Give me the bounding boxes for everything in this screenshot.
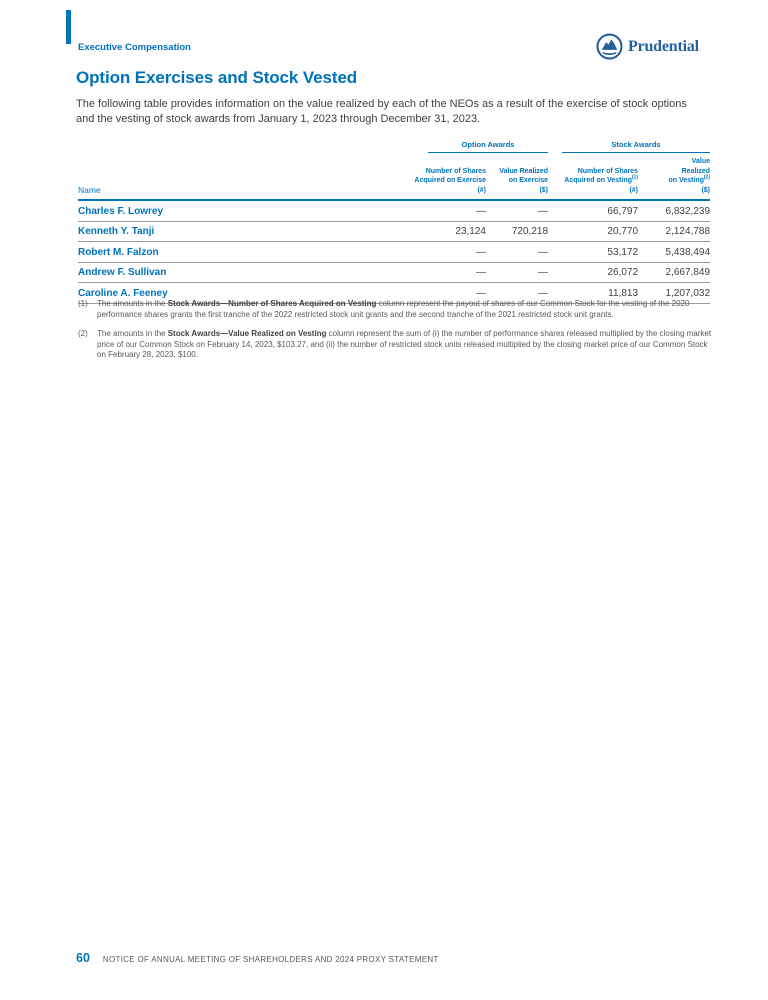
column-header-name: Name: [78, 153, 410, 201]
cell-value: —: [486, 282, 549, 304]
prudential-logo: Prudential: [596, 33, 699, 60]
group-header-stock-awards: Stock Awards: [562, 140, 711, 153]
table-row: Robert M. Falzon — — 53,172 5,438,494: [78, 241, 711, 263]
footnote-marker: (1): [78, 299, 88, 308]
cell-value: —: [486, 200, 549, 222]
table-row: Andrew F. Sullivan — — 26,072 2,667,849: [78, 262, 711, 283]
footnote-ref-2: (2): [703, 174, 711, 181]
column-header-value-exercise: Value Realized on Exercise ($): [486, 153, 549, 201]
footnote-marker: (2): [78, 329, 88, 338]
cell-value: 20,770: [548, 221, 639, 242]
section-label: Executive Compensation: [78, 42, 191, 53]
footnotes: (1) The amounts in the Stock Awards—Numb…: [78, 299, 714, 370]
cell-value: —: [410, 200, 486, 222]
cell-value: 5,438,494: [638, 241, 711, 263]
section-accent-bar: [66, 10, 71, 44]
option-exercises-table: Option Awards Stock Awards Name Number o…: [78, 140, 711, 304]
column-header-value-vesting: Value Realized on Vesting(2) ($): [638, 153, 711, 201]
cell-value: 26,072: [548, 262, 639, 283]
cell-value: 11,813: [548, 282, 639, 304]
table-row: Caroline A. Feeney — — 11,813 1,207,032: [78, 282, 711, 304]
cell-value: 2,124,788: [638, 221, 711, 242]
page-footer: 60 NOTICE OF ANNUAL MEETING OF SHAREHOLD…: [76, 951, 439, 965]
logo-wordmark: Prudential: [628, 37, 699, 55]
row-name: Robert M. Falzon: [78, 241, 410, 263]
cell-value: 6,832,239: [638, 200, 711, 222]
footnote-1: (1) The amounts in the Stock Awards—Numb…: [78, 299, 714, 320]
page-number: 60: [76, 951, 90, 965]
page-title: Option Exercises and Stock Vested: [76, 68, 358, 87]
cell-value: —: [410, 241, 486, 263]
row-name: Caroline A. Feeney: [78, 282, 410, 304]
row-name: Charles F. Lowrey: [78, 200, 410, 222]
footnote-text: The amounts in the Stock Awards—Number o…: [97, 299, 690, 319]
option-exercises-table-wrap: Option Awards Stock Awards Name Number o…: [78, 140, 711, 304]
group-header-option-awards: Option Awards: [428, 140, 549, 153]
intro-paragraph: The following table provides information…: [76, 97, 724, 127]
column-header-row: Name Number of Shares Acquired on Exerci…: [78, 153, 711, 201]
table-row: Charles F. Lowrey — — 66,797 6,832,239: [78, 200, 711, 222]
cell-value: —: [486, 241, 549, 263]
footnote-text: The amounts in the Stock Awards—Value Re…: [97, 329, 712, 359]
cell-value: 66,797: [548, 200, 639, 222]
cell-value: —: [410, 282, 486, 304]
cell-value: —: [410, 262, 486, 283]
cell-value: 53,172: [548, 241, 639, 263]
footer-text: NOTICE OF ANNUAL MEETING OF SHAREHOLDERS…: [102, 955, 439, 964]
cell-value: —: [486, 262, 549, 283]
cell-value: 2,667,849: [638, 262, 711, 283]
group-header-row: Option Awards Stock Awards: [78, 140, 711, 153]
table-row: Kenneth Y. Tanji 23,124 720,218 20,770 2…: [78, 221, 711, 242]
column-header-shares-vesting: Number of Shares Acquired on Vesting(1) …: [548, 153, 639, 201]
cell-value: 720,218: [486, 221, 549, 242]
cell-value: 1,207,032: [638, 282, 711, 304]
row-name: Andrew F. Sullivan: [78, 262, 410, 283]
prudential-rock-icon: [596, 33, 623, 60]
cell-value: 23,124: [410, 221, 486, 242]
column-header-shares-exercise: Number of Shares Acquired on Exercise (#…: [410, 153, 486, 201]
intro-line-1: The following table provides information…: [76, 98, 687, 110]
footnote-2: (2) The amounts in the Stock Awards—Valu…: [78, 329, 714, 361]
intro-line-2: and the vesting of stock awards from Jan…: [76, 113, 481, 125]
footnote-ref-1: (1): [631, 174, 639, 181]
row-name: Kenneth Y. Tanji: [78, 221, 410, 242]
